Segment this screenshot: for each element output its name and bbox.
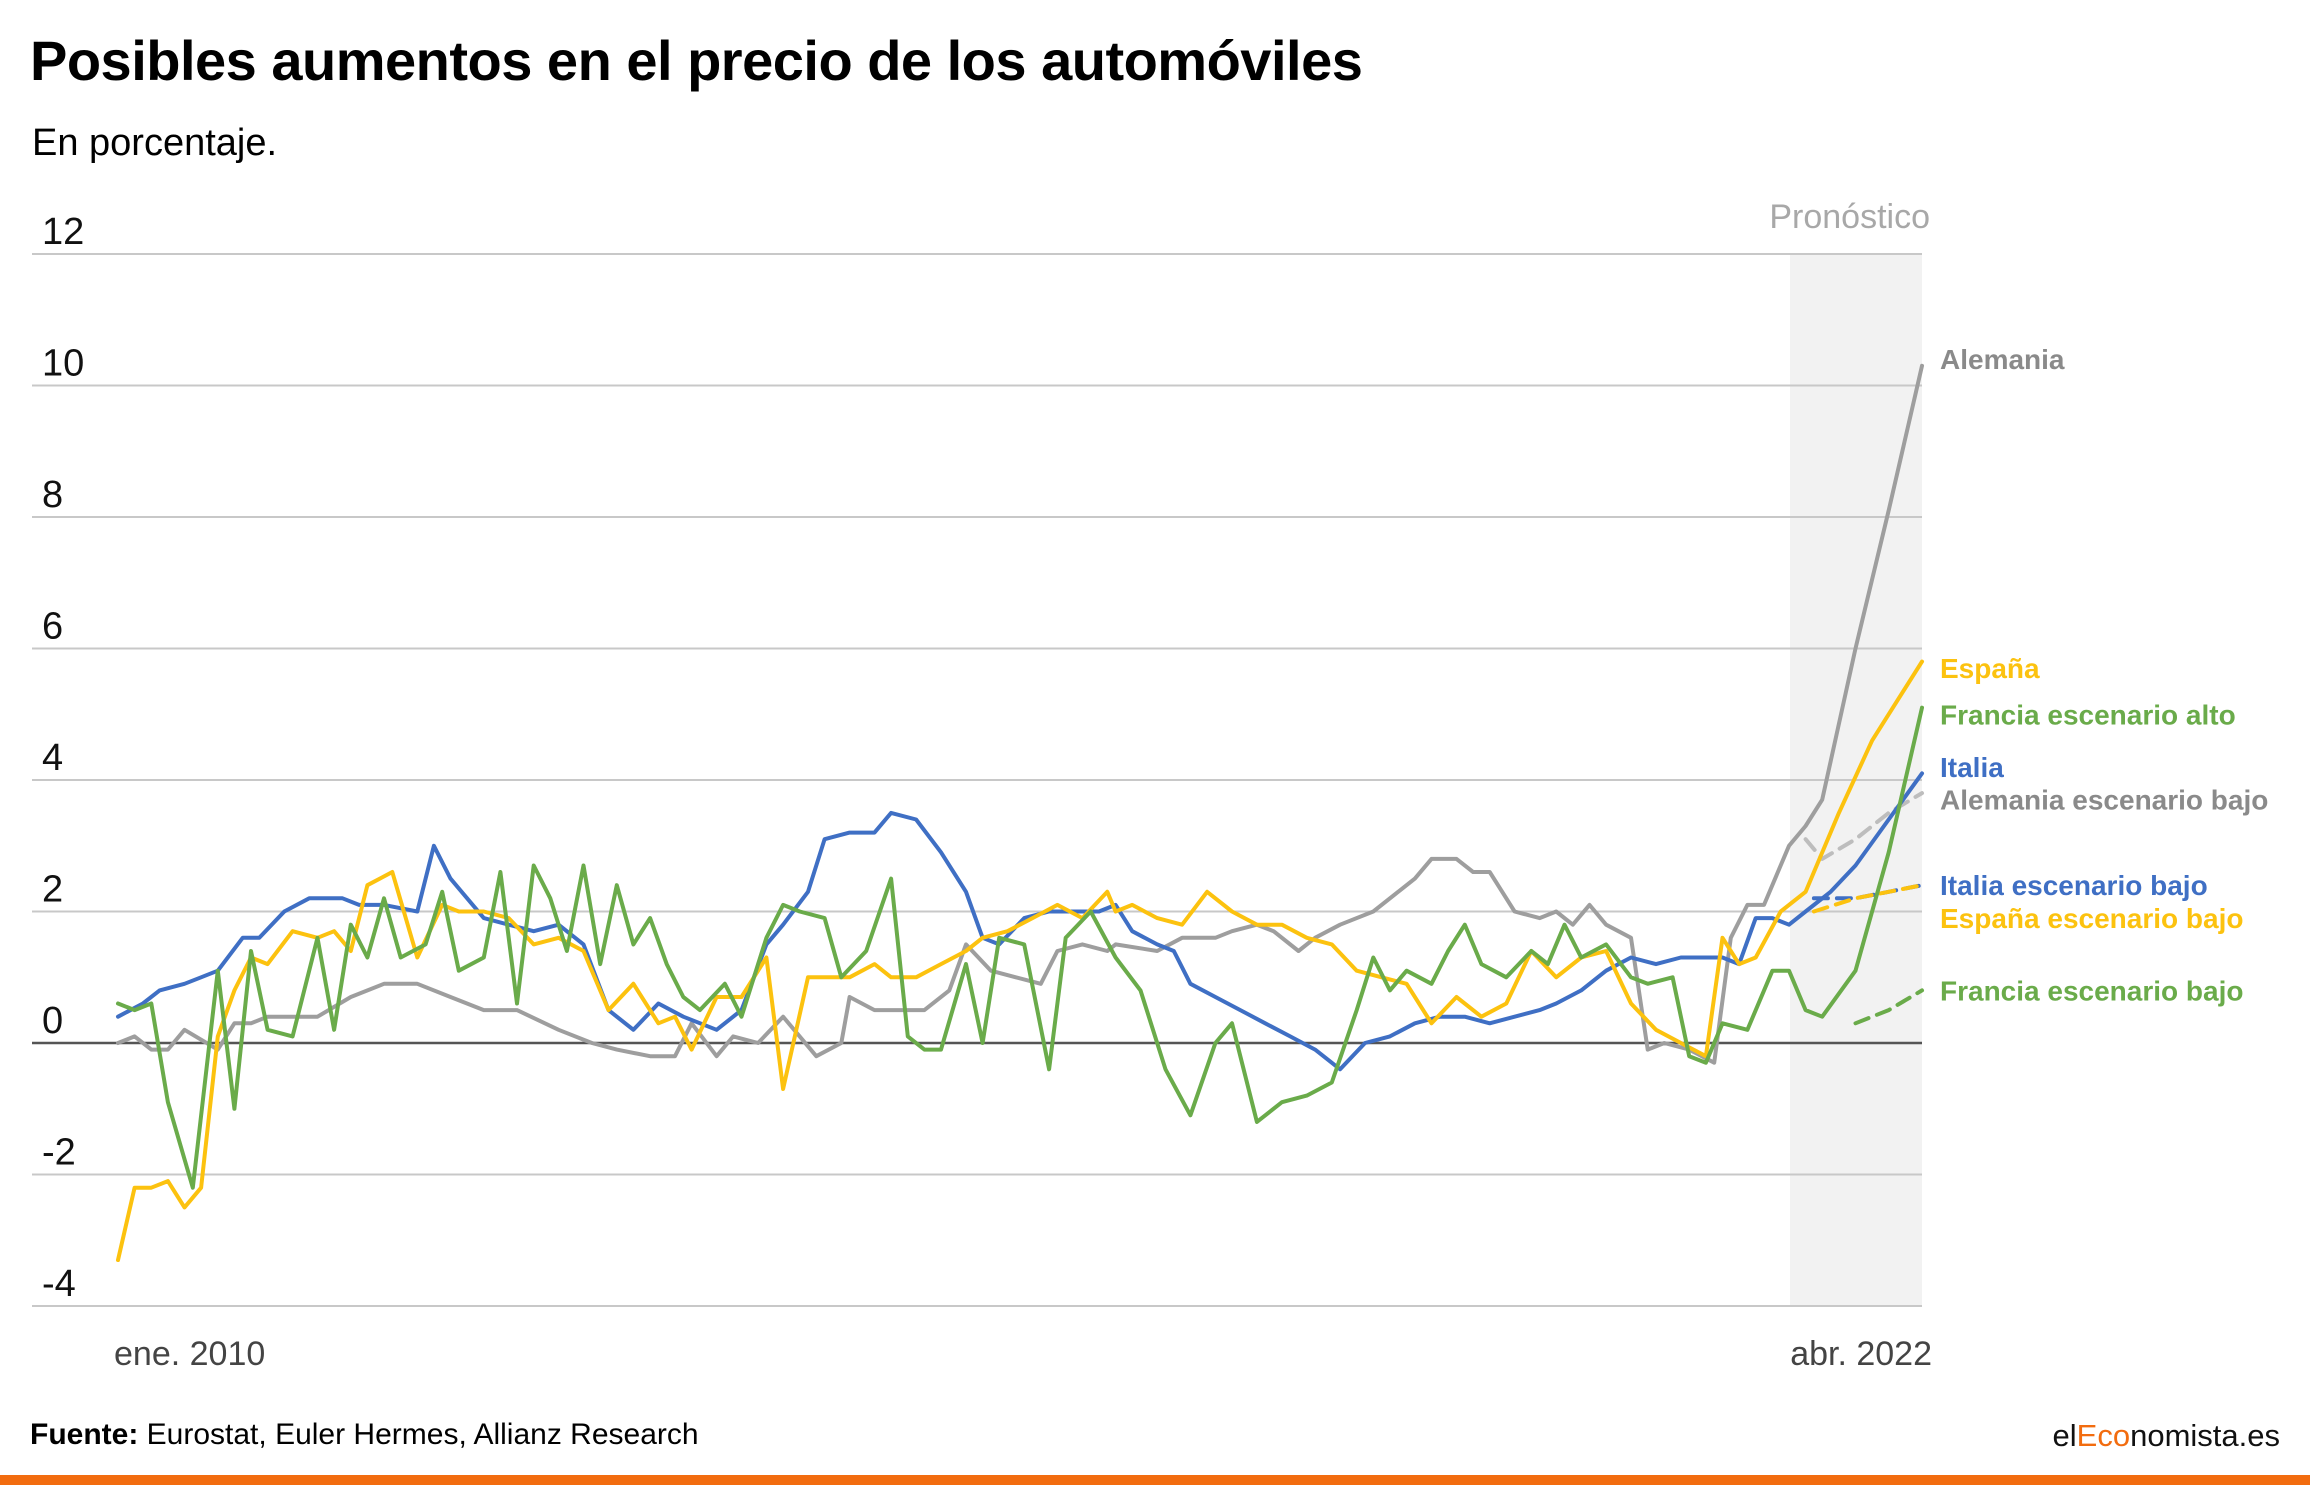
x-tick-label: abr. 2022 xyxy=(1790,1335,1932,1373)
chart-title: Posibles aumentos en el precio de los au… xyxy=(30,29,1363,92)
series-line-espana xyxy=(116,659,1924,1262)
series-end-label: España xyxy=(1940,653,2040,684)
y-tick-label: 2 xyxy=(42,869,63,911)
brand-accent: Eco xyxy=(2076,1418,2131,1453)
series-line-espana-escenario-bajo xyxy=(1811,883,1924,914)
series-line-francia-escenario-bajo xyxy=(1853,988,1924,1026)
series-end-label: España escenario bajo xyxy=(1940,903,2243,934)
series-end-label: Alemania escenario bajo xyxy=(1940,785,2268,816)
y-tick-label: 0 xyxy=(42,1000,63,1042)
brand-suffix: nomista.es xyxy=(2130,1418,2280,1453)
y-tick-label: 4 xyxy=(42,737,63,779)
x-tick-label: ene. 2010 xyxy=(114,1335,265,1373)
source-text: Eurostat, Euler Hermes, Allianz Research xyxy=(146,1418,699,1451)
series-end-label: Francia escenario bajo xyxy=(1940,975,2243,1006)
series-end-label: Italia escenario bajo xyxy=(1940,870,2208,901)
chart-subtitle: En porcentaje. xyxy=(32,122,278,164)
y-tick-label: -2 xyxy=(42,1132,76,1174)
series-line-alemania xyxy=(116,363,1924,1065)
y-tick-label: 10 xyxy=(42,343,84,385)
y-tick-label: 12 xyxy=(42,211,84,253)
y-tick-label: -4 xyxy=(42,1263,76,1305)
brand-prefix: el xyxy=(2052,1418,2077,1453)
line-chart: Pronóstico -4 -2 0 2 4 6 8 10 12 ene. 2010 abr. 20… xyxy=(32,198,2268,1373)
y-tick-label: 8 xyxy=(42,474,63,516)
source-label: Fuente: xyxy=(30,1418,139,1451)
series-end-label: Alemania xyxy=(1940,344,2065,375)
brand-bar xyxy=(0,1475,2310,1485)
source-note: Fuente: Eurostat, Euler Hermes, Allianz … xyxy=(30,1418,699,1452)
series-end-label: Francia escenario alto xyxy=(1940,699,2236,730)
series-line-italia xyxy=(116,771,1924,1072)
series-line-francia-escenario-alto xyxy=(116,705,1924,1190)
y-tick-label: 6 xyxy=(42,606,63,648)
brand-logo: elEconomista.es xyxy=(2053,1418,2280,1454)
forecast-label: Pronóstico xyxy=(1769,198,1930,236)
series-end-label: Italia xyxy=(1940,752,2004,783)
